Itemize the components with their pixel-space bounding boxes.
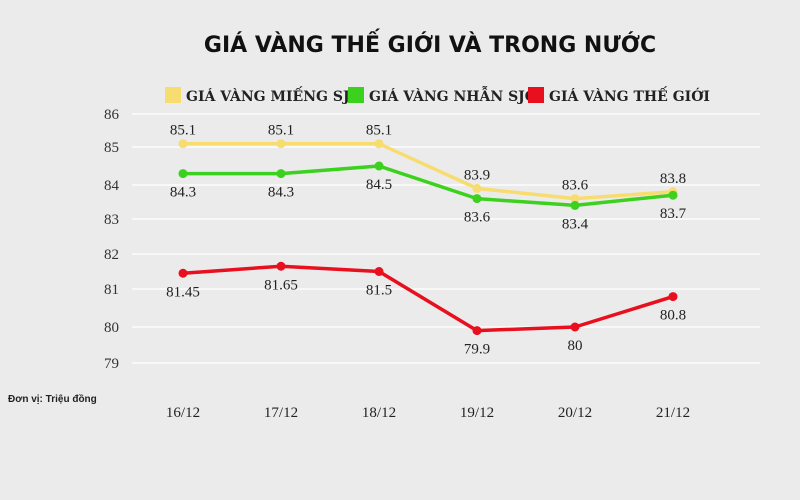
data-point xyxy=(668,292,678,302)
data-point xyxy=(178,139,188,149)
data-label: 80 xyxy=(568,338,583,354)
y-tick-label: 83 xyxy=(104,212,119,228)
data-label: 81.65 xyxy=(264,277,298,293)
data-label: 83.8 xyxy=(660,171,686,187)
series-2: 84.3 84.3 84.5 83.6 83.4 83.7 xyxy=(170,161,687,232)
series-line xyxy=(181,141,675,201)
x-tick-label: 20/12 xyxy=(558,405,592,421)
x-tick-label: 18/12 xyxy=(362,405,396,421)
legend-swatch xyxy=(348,87,364,103)
series-3: 81.45 81.65 81.5 79.9 80 80.8 xyxy=(166,261,686,358)
data-label: 80.8 xyxy=(660,308,686,324)
legend: GIÁ VÀNG MIẾNG SJC GIÁ VÀNG NHẪN SJC GIÁ V… xyxy=(165,85,710,105)
y-tick-label: 85 xyxy=(104,140,119,156)
y-tick-label: 82 xyxy=(104,247,119,263)
y-axis-ticks: 86 85 84 83 82 81 80 79 xyxy=(104,107,120,372)
data-label: 79.9 xyxy=(464,342,490,358)
data-point xyxy=(178,268,188,278)
x-tick-label: 21/12 xyxy=(656,405,690,421)
data-label: 85.1 xyxy=(170,123,196,139)
legend-label: GIÁ VÀNG MIẾNG SJC xyxy=(186,85,361,105)
legend-label: GIÁ VÀNG NHẪN SJC xyxy=(369,85,536,105)
legend-label: GIÁ VÀNG THẾ GIỚI xyxy=(549,85,710,105)
data-label: 84.3 xyxy=(268,185,294,201)
data-point xyxy=(374,139,384,149)
legend-swatch xyxy=(165,87,181,103)
data-point xyxy=(374,161,384,171)
data-point xyxy=(472,183,482,193)
series-line xyxy=(181,264,675,333)
data-point xyxy=(472,326,482,336)
data-label: 83.9 xyxy=(464,167,490,183)
data-label: 83.6 xyxy=(562,178,589,194)
x-axis-ticks: 16/12 17/12 18/12 19/12 20/12 21/12 xyxy=(166,405,690,421)
data-point xyxy=(472,194,482,204)
data-label: 84.3 xyxy=(170,185,196,201)
data-label: 81.45 xyxy=(166,284,200,300)
y-tick-label: 84 xyxy=(104,178,120,194)
x-tick-label: 16/12 xyxy=(166,405,200,421)
data-point xyxy=(276,139,286,149)
x-tick-label: 17/12 xyxy=(264,405,298,421)
data-label: 85.1 xyxy=(268,123,294,139)
data-point xyxy=(276,169,286,179)
data-point xyxy=(570,200,580,210)
data-label: 83.6 xyxy=(464,210,491,226)
data-label: 83.4 xyxy=(562,216,589,232)
data-label: 84.5 xyxy=(366,177,392,193)
series-group: 85.1 85.1 85.1 83.9 83.6 83.8 84.3 84.3 84.5 83.6… xyxy=(166,123,687,358)
data-point xyxy=(276,261,286,271)
x-tick-label: 19/12 xyxy=(460,405,494,421)
unit-note: Đơn vị: Triệu đồng xyxy=(8,393,97,405)
y-tick-label: 81 xyxy=(104,282,119,298)
chart-title: GIÁ VÀNG THẾ GIỚI VÀ TRONG NƯỚC xyxy=(204,29,656,58)
y-tick-label: 80 xyxy=(104,320,119,336)
series-line xyxy=(181,164,675,208)
data-point xyxy=(178,169,188,179)
series-1: 85.1 85.1 85.1 83.9 83.6 83.8 xyxy=(170,123,686,204)
data-label: 83.7 xyxy=(660,206,687,222)
gridlines xyxy=(132,113,760,364)
legend-swatch xyxy=(528,87,544,103)
data-point xyxy=(570,322,580,332)
data-label: 81.5 xyxy=(366,283,392,299)
data-point xyxy=(668,190,678,200)
y-tick-label: 79 xyxy=(104,356,119,372)
data-point xyxy=(570,194,580,204)
data-point xyxy=(374,267,384,276)
y-tick-label: 86 xyxy=(104,107,120,123)
data-label: 85.1 xyxy=(366,123,392,139)
